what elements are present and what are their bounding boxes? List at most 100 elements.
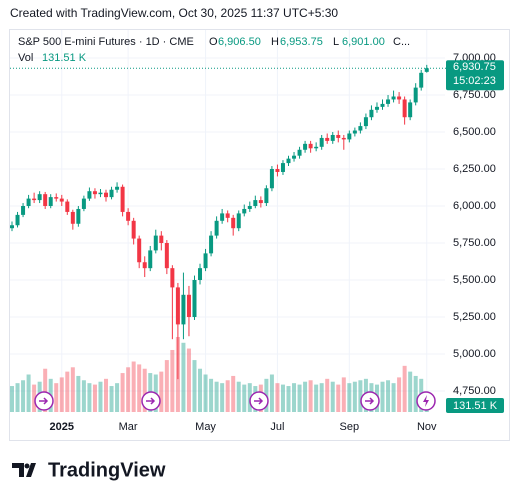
candle-body — [308, 143, 313, 149]
symbol-title: S&P 500 E-mini Futures · 1D · CME — [18, 36, 194, 48]
candle-body — [386, 99, 391, 104]
brand-logo — [12, 463, 36, 477]
volume-bar — [380, 381, 385, 412]
y-tick-label: 6,500.00 — [453, 126, 496, 138]
volume-bar — [98, 381, 103, 412]
candle-body — [48, 197, 53, 207]
candle-body — [159, 235, 164, 244]
candle-body — [319, 137, 324, 147]
candle-body — [231, 217, 236, 229]
volume-bar — [352, 381, 357, 412]
volume-bar — [126, 367, 131, 412]
volume-bar — [303, 381, 308, 412]
volume-bar — [65, 371, 70, 412]
volume-box-label: 131.51 K — [453, 400, 498, 412]
candle-body — [402, 99, 407, 118]
candle-body — [303, 143, 308, 150]
volume-box — [446, 398, 504, 413]
legend-value: 6,906.50 — [218, 36, 261, 48]
candle-body — [391, 96, 396, 100]
candle-body — [92, 191, 97, 195]
candle-body — [330, 134, 335, 141]
volume-bar — [21, 380, 26, 412]
candle-body — [126, 211, 131, 221]
volume-bar — [198, 368, 203, 412]
y-tick-label: 5,250.00 — [453, 311, 496, 323]
candle-body — [198, 268, 203, 280]
volume-bar — [186, 348, 191, 412]
volume-bar — [242, 384, 247, 412]
candle-body — [297, 149, 302, 156]
candle-body — [37, 194, 42, 201]
event-icons — [34, 391, 436, 411]
candle-body — [424, 68, 429, 72]
y-tick-label: 5,000.00 — [453, 348, 496, 360]
volume-bar — [159, 371, 164, 412]
candle-body — [341, 137, 346, 140]
candle-body — [374, 106, 379, 110]
candle-body — [397, 96, 402, 100]
y-tick-label: 6,750.00 — [453, 89, 496, 101]
volume-bar — [170, 349, 175, 412]
legend-value: 6,953.75 — [280, 36, 323, 48]
volume-bar — [225, 380, 230, 412]
candle-body — [214, 220, 219, 236]
volume-bar — [341, 377, 346, 412]
chart-frame — [9, 29, 510, 441]
volume-bar — [358, 380, 363, 412]
candle-body — [109, 189, 114, 198]
volume-bar — [115, 383, 120, 412]
volume-bar — [87, 383, 92, 412]
volume-title: Vol — [18, 52, 33, 64]
candle-body — [153, 235, 158, 251]
candle-body — [247, 206, 252, 209]
volume-bar — [120, 373, 125, 412]
countdown: 15:02:23 — [453, 75, 496, 87]
candle-body — [142, 262, 147, 269]
volume-bar — [209, 378, 214, 412]
volume-bar — [319, 383, 324, 412]
candle-body — [264, 188, 269, 204]
candle-body — [203, 253, 208, 269]
candle-body — [236, 213, 241, 229]
candle-body — [419, 72, 424, 88]
candle-body — [220, 213, 225, 221]
candle-body — [280, 163, 285, 172]
volume-bar — [164, 360, 169, 412]
candle-body — [120, 186, 125, 212]
y-tick-label: 4,750.00 — [453, 385, 496, 397]
candle-body — [65, 201, 70, 212]
volume-bar — [214, 381, 219, 412]
candle-body — [358, 126, 363, 131]
candle-body — [70, 211, 75, 224]
candle-body — [258, 200, 263, 204]
candle-body — [181, 294, 186, 325]
volume-bar — [292, 383, 297, 412]
volume-bar — [26, 374, 31, 412]
candle-body — [269, 169, 274, 189]
candle-body — [54, 197, 59, 199]
candle-body — [363, 117, 368, 127]
volume-bar — [43, 368, 48, 412]
brand-logo-dot — [24, 463, 30, 469]
candle-body — [325, 137, 330, 141]
y-tick-label: 5,750.00 — [453, 237, 496, 249]
volume-bar — [347, 383, 352, 412]
candle-body — [98, 192, 103, 195]
candle-body — [286, 158, 291, 164]
candle-body — [59, 198, 64, 202]
candle-body — [225, 213, 230, 218]
legend-more: C... — [393, 36, 410, 48]
volume-value: 131.51 K — [42, 52, 87, 64]
volume-bar — [220, 383, 225, 412]
candle-body — [380, 103, 385, 107]
volume-bar — [408, 371, 413, 412]
volume-bar — [397, 377, 402, 412]
candle-body — [352, 130, 357, 134]
volume-bar — [81, 380, 86, 412]
x-tick-label: 2025 — [50, 421, 74, 433]
volume-bar — [275, 383, 280, 412]
candle-body — [115, 186, 120, 190]
candle-body — [43, 194, 48, 207]
